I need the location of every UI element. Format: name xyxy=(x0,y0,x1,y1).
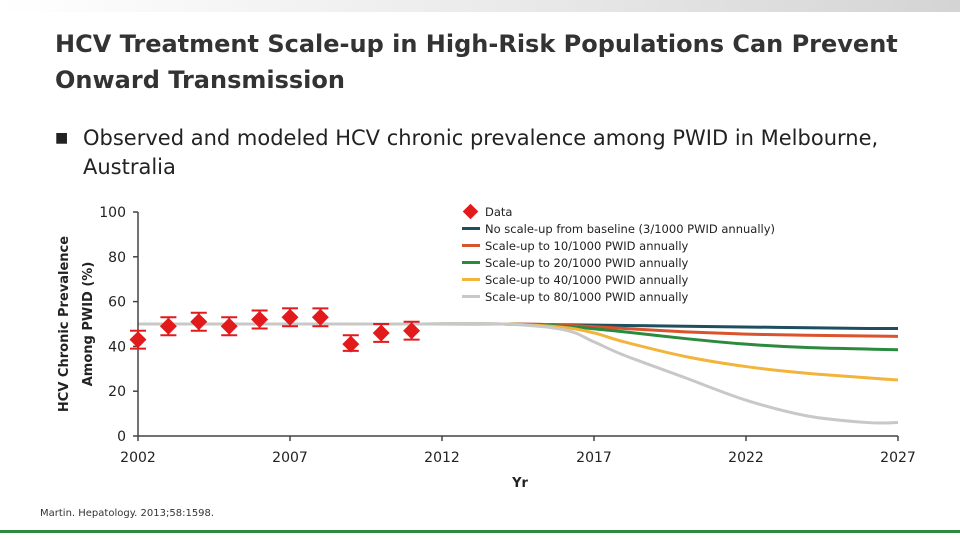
x-tick-label: 2007 xyxy=(272,450,308,466)
y-tick-label: 100 xyxy=(99,205,126,221)
model-series-layer xyxy=(138,322,899,425)
data-marker xyxy=(129,331,147,349)
legend-item: Scale-up to 80/1000 PWID annually xyxy=(462,288,775,305)
y-axis-label-line1: HCV Chronic Prevalence xyxy=(57,236,72,412)
data-marker xyxy=(220,317,238,335)
slide-title: HCV Treatment Scale-up in High-Risk Popu… xyxy=(55,30,898,94)
data-marker xyxy=(342,335,360,353)
citation: Martin. Hepatology. 2013;58:1598. xyxy=(40,508,215,519)
bullet-text: Observed and modeled HCV chronic prevale… xyxy=(83,126,879,179)
series-line xyxy=(138,322,899,382)
data-point xyxy=(342,334,360,353)
data-marker xyxy=(403,322,421,340)
square-bullet-icon: ■ xyxy=(55,130,69,146)
legend-item: Scale-up to 10/1000 PWID annually xyxy=(462,237,775,254)
bottom-accent-line xyxy=(0,530,960,533)
data-point xyxy=(372,323,390,343)
legend-item: Scale-up to 20/1000 PWID annually xyxy=(462,254,775,271)
chart-legend: Data No scale-up from baseline (3/1000 PW… xyxy=(462,203,775,305)
observed-data-layer xyxy=(129,307,421,353)
legend-label: Scale-up to 10/1000 PWID annually xyxy=(485,238,689,253)
data-point xyxy=(251,309,269,330)
data-marker xyxy=(372,324,390,342)
legend-item: Data xyxy=(462,203,775,220)
top-decorative-band xyxy=(0,0,960,12)
axes-layer: 0 20 40 60 80 100 2002 2007 2012 2017 2022 2027 xyxy=(99,205,916,466)
legend-label: Scale-up to 20/1000 PWID annually xyxy=(485,255,689,270)
bullet-point: ■ Observed and modeled HCV chronic preva… xyxy=(55,124,915,182)
y-tick-label: 0 xyxy=(117,429,126,445)
legend-swatch xyxy=(462,227,480,230)
legend-swatch xyxy=(462,261,480,264)
x-tick-label: 2017 xyxy=(576,450,612,466)
x-axis-label: Yr xyxy=(511,476,528,491)
data-point xyxy=(220,316,238,337)
series-line xyxy=(138,322,899,425)
x-tick-label: 2022 xyxy=(728,450,764,466)
data-point xyxy=(129,329,147,350)
legend-label: Data xyxy=(485,204,513,219)
y-tick-label: 40 xyxy=(108,339,126,355)
data-point xyxy=(159,316,177,337)
data-marker xyxy=(190,313,208,331)
legend-diamond-marker xyxy=(462,203,479,220)
data-point xyxy=(403,320,421,341)
y-tick-label: 20 xyxy=(108,384,126,400)
x-tick-label: 2002 xyxy=(120,450,156,466)
legend-swatch xyxy=(462,244,480,247)
legend-item: Scale-up to 40/1000 PWID annually xyxy=(462,271,775,288)
legend-label: Scale-up to 80/1000 PWID annually xyxy=(485,289,689,304)
legend-label: Scale-up to 40/1000 PWID annually xyxy=(485,272,689,287)
x-tick-label: 2012 xyxy=(424,450,460,466)
legend-label: No scale-up from baseline (3/1000 PWID a… xyxy=(485,221,776,236)
legend-item: No scale-up from baseline (3/1000 PWID a… xyxy=(462,220,775,237)
data-point xyxy=(190,311,208,332)
y-axis-label-line2: Among PWID (%) xyxy=(81,262,96,387)
x-tick-label: 2027 xyxy=(880,450,916,466)
legend-swatch xyxy=(462,278,480,281)
data-marker xyxy=(159,317,177,335)
y-tick-label: 80 xyxy=(108,250,126,266)
legend-swatch xyxy=(462,295,480,298)
y-tick-label: 60 xyxy=(108,295,126,311)
prevalence-chart: HCV Chronic Prevalence Among PWID (%) Yr… xyxy=(57,205,916,491)
